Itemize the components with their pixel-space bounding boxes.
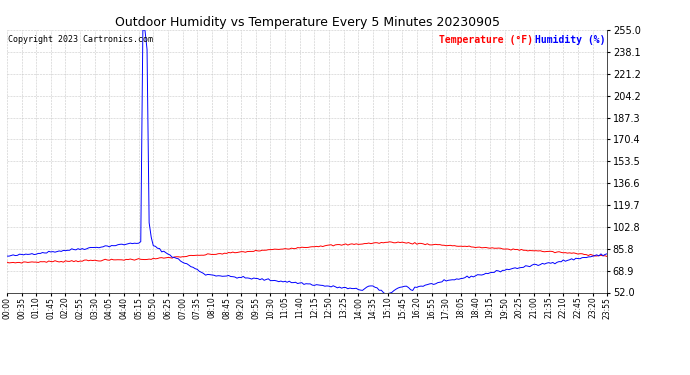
Text: Temperature (°F): Temperature (°F) [439,35,533,45]
Title: Outdoor Humidity vs Temperature Every 5 Minutes 20230905: Outdoor Humidity vs Temperature Every 5 … [115,16,500,29]
Text: Copyright 2023 Cartronics.com: Copyright 2023 Cartronics.com [8,35,153,44]
Text: Humidity (%): Humidity (%) [535,35,606,45]
